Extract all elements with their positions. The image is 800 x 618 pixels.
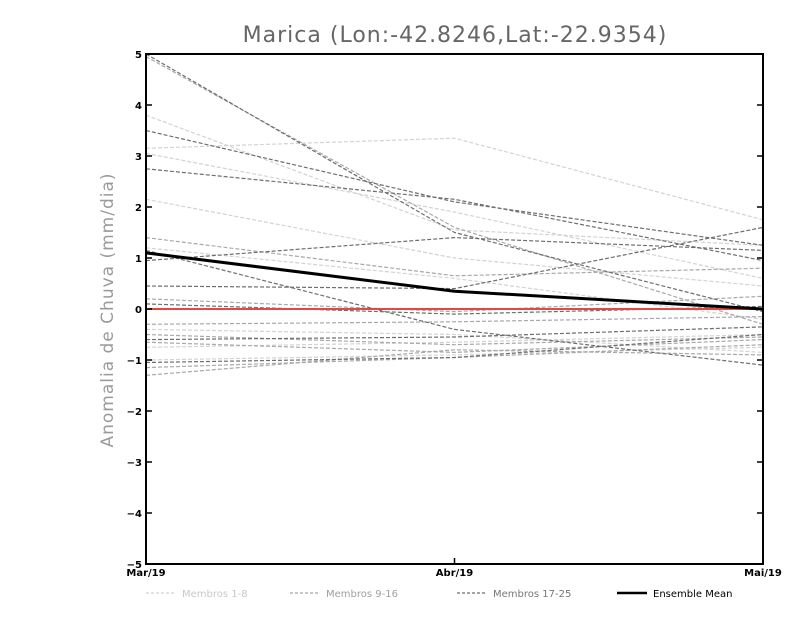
member-series-line	[145, 247, 764, 320]
x-axis-ticks: Mar/19 Abr/19 Mai/19	[126, 558, 782, 579]
member-series-line	[145, 339, 764, 354]
member-series-line	[145, 137, 764, 221]
member-series-line	[145, 326, 764, 341]
legend: Membros 1-8 Membros 9-16 Membros 17-25 Ense…	[146, 589, 732, 600]
member-series-line	[145, 295, 764, 313]
y-tick-label: 3	[135, 152, 142, 163]
member-series-line	[145, 328, 764, 353]
y-axis-label: Anomalia de Chuva (mm/dia)	[98, 172, 118, 447]
member-series-line	[145, 303, 764, 315]
member-series-line	[145, 333, 764, 346]
legend-label: Membros 1-8	[182, 589, 248, 600]
y-tick-label: 5	[135, 50, 142, 61]
x-tick-label: Mai/19	[744, 568, 782, 579]
x-tick-label: Mar/19	[126, 568, 165, 579]
member-series-line	[145, 53, 764, 313]
member-series-line	[145, 168, 764, 262]
y-tick-label: 4	[135, 101, 142, 112]
member-series-line	[145, 226, 764, 290]
member-series-line	[145, 344, 764, 369]
ensemble-mean-layer	[145, 251, 764, 311]
y-tick-label: −4	[127, 509, 142, 520]
y-tick-label: −2	[127, 407, 142, 418]
x-tick-label: Abr/19	[436, 568, 473, 579]
member-series-line	[145, 129, 764, 246]
y-tick-label: −1	[127, 356, 142, 367]
legend-label: Membros 9-16	[326, 589, 398, 600]
y-axis-ticks: −5 −4 −3 −2 −1 0 1 2 3 4 5	[127, 50, 763, 571]
chart-title: Marica (Lon:-42.8246,Lat:-22.9354)	[243, 23, 668, 48]
legend-label: Membros 17-25	[493, 589, 571, 600]
y-tick-label: −5	[127, 560, 142, 571]
ensemble-mean-line	[145, 251, 764, 311]
y-tick-label: 1	[135, 254, 142, 265]
member-series-line	[145, 316, 764, 325]
member-series-line	[145, 237, 764, 277]
legend-label: Ensemble Mean	[653, 589, 732, 600]
member-series-line	[145, 152, 764, 279]
member-series-line	[145, 249, 764, 366]
member-series-line	[145, 346, 764, 361]
member-series-line	[145, 349, 764, 376]
member-series-line	[145, 333, 764, 364]
member-series-line	[145, 198, 764, 287]
member-series-line	[145, 56, 764, 325]
member-series-line	[145, 114, 764, 246]
member-series-line	[145, 236, 764, 262]
y-tick-label: −3	[127, 458, 142, 469]
series-layer	[145, 53, 764, 376]
y-tick-label: 2	[135, 203, 142, 214]
y-tick-label: 0	[135, 305, 142, 316]
